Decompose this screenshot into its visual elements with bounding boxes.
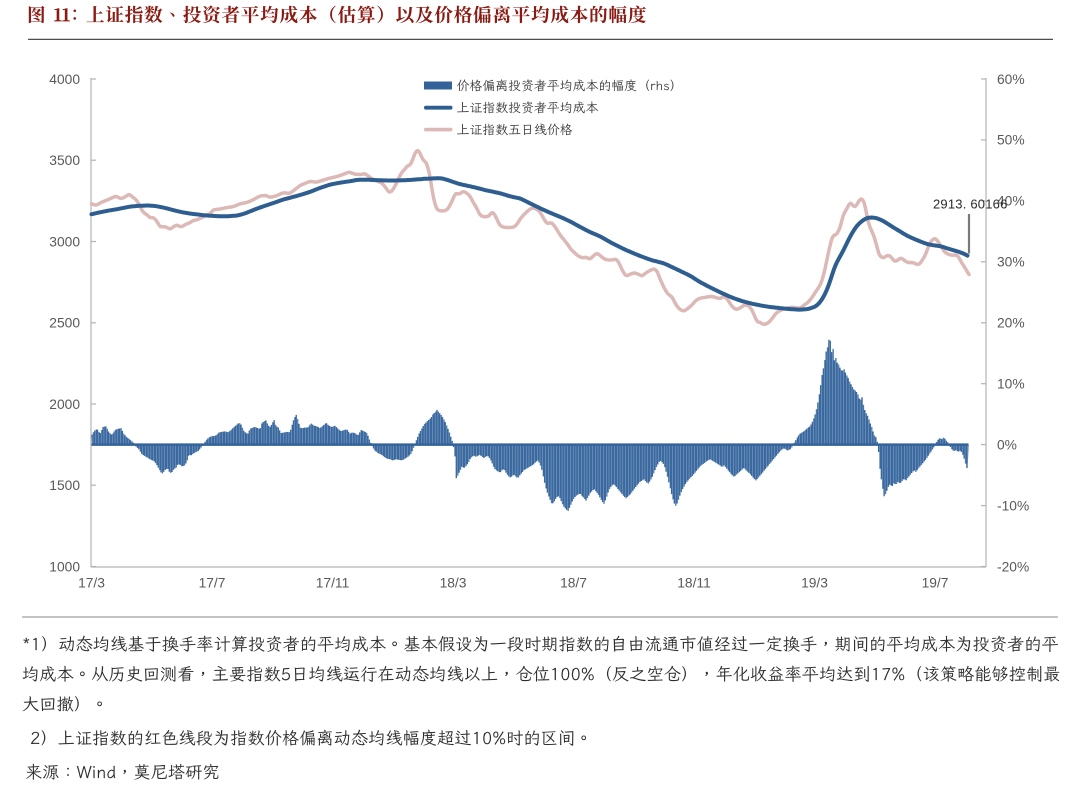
svg-text:17/7: 17/7 xyxy=(199,576,226,591)
svg-text:4000: 4000 xyxy=(49,72,80,87)
svg-text:18/11: 18/11 xyxy=(677,576,711,591)
svg-text:2913. 60166: 2913. 60166 xyxy=(933,197,1008,212)
svg-text:-20%: -20% xyxy=(997,559,1029,574)
svg-text:1500: 1500 xyxy=(49,478,80,493)
svg-text:0%: 0% xyxy=(997,437,1017,452)
svg-text:19/7: 19/7 xyxy=(922,576,949,591)
svg-text:10%: 10% xyxy=(997,377,1025,392)
svg-text:3000: 3000 xyxy=(49,234,80,249)
svg-text:30%: 30% xyxy=(997,255,1025,270)
svg-text:1000: 1000 xyxy=(49,559,80,574)
svg-text:2000: 2000 xyxy=(49,397,80,412)
svg-text:-10%: -10% xyxy=(997,498,1029,513)
svg-text:60%: 60% xyxy=(997,72,1025,87)
svg-text:19/3: 19/3 xyxy=(801,576,828,591)
svg-text:18/7: 18/7 xyxy=(560,576,587,591)
svg-text:2500: 2500 xyxy=(49,316,80,331)
svg-text:17/3: 17/3 xyxy=(78,576,105,591)
svg-text:3500: 3500 xyxy=(49,153,80,168)
svg-text:50%: 50% xyxy=(997,133,1025,148)
svg-text:17/11: 17/11 xyxy=(316,576,350,591)
svg-text:20%: 20% xyxy=(997,316,1025,331)
svg-text:40%: 40% xyxy=(997,194,1025,209)
svg-text:18/3: 18/3 xyxy=(440,576,467,591)
